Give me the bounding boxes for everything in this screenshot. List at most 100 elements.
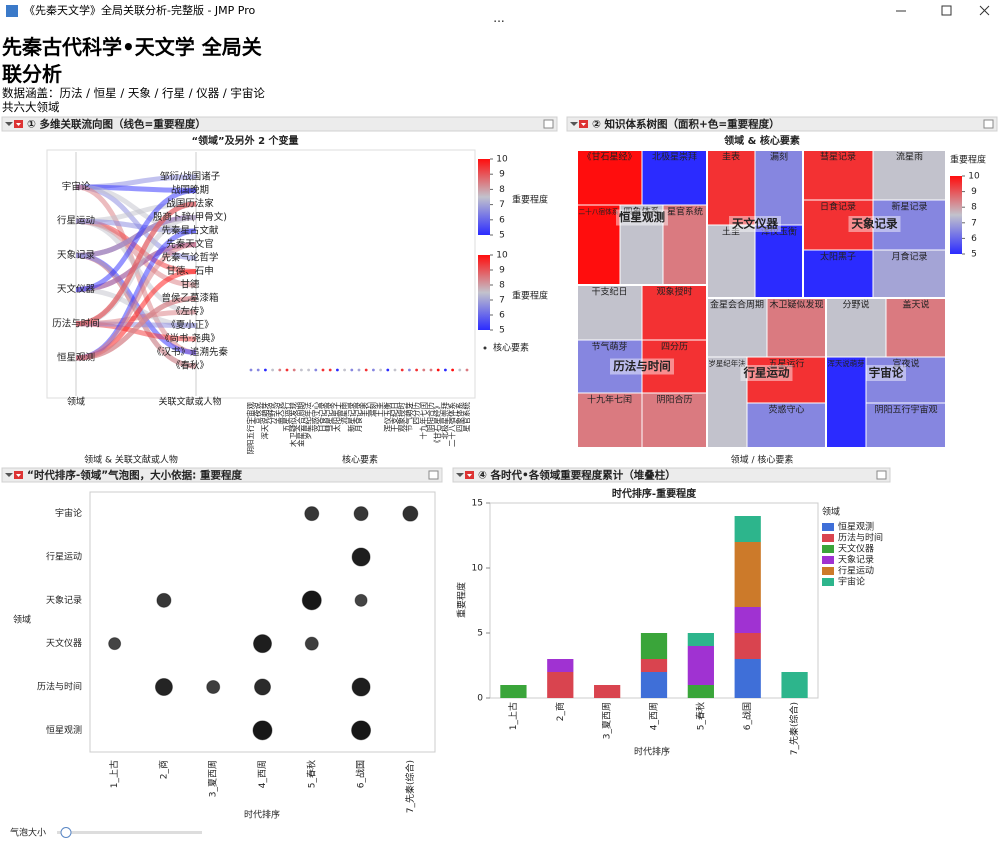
- bubble: [351, 547, 371, 567]
- cell-label: 圭表: [722, 151, 740, 163]
- x-tick-label: 3_夏西周: [208, 760, 219, 797]
- source-label: 《汉书》追溯先秦: [152, 346, 229, 358]
- slider-thumb[interactable]: [60, 827, 72, 838]
- element-dot: [292, 368, 296, 372]
- color-tick-label: 5: [499, 231, 505, 241]
- domain-label: 天象记录: [57, 249, 96, 261]
- element-label: 五星运行: [281, 402, 291, 432]
- element-dot: [307, 368, 310, 372]
- bar-segment: [640, 672, 668, 698]
- element-label: 四象体系: [454, 402, 464, 432]
- panel-header: [566, 116, 998, 132]
- element-label: 流星雨: [339, 402, 349, 425]
- color-tick-label: 10: [496, 155, 508, 165]
- cell-label: 《甘石星经》: [582, 151, 636, 163]
- color-tick-label: 10: [496, 251, 508, 261]
- menu-arrow: [467, 474, 472, 477]
- tree-cell: [576, 204, 621, 286]
- element-label: 二十八宿体系: [447, 402, 457, 447]
- bubble: [402, 505, 419, 522]
- cell-label: 分野说: [842, 299, 869, 311]
- x-tick-label: 2_商: [157, 760, 169, 779]
- maximize-button[interactable]: [941, 5, 952, 16]
- element-label: 观象授时: [396, 402, 406, 432]
- tree-cell: [706, 149, 756, 226]
- tree-cell: [825, 297, 887, 358]
- element-dot: [249, 368, 253, 372]
- close-button[interactable]: [979, 5, 990, 16]
- tree-cell: [825, 356, 867, 449]
- color-tick-label: 7: [499, 200, 505, 210]
- x-tick-label: 5_春秋: [694, 702, 706, 730]
- cell-label: 盖天说: [902, 299, 929, 311]
- element-dot: [400, 368, 404, 372]
- y-tick-label: 恒星观测: [46, 724, 82, 736]
- element-dot: [415, 368, 418, 372]
- color-tick-label: 5: [499, 326, 505, 336]
- collapse-icon[interactable]: [570, 122, 578, 126]
- color-tick-label: 9: [971, 187, 977, 197]
- domain-label: 行星运动: [57, 215, 95, 227]
- panel-title: ① 多维关联流向图（线色=重要程度）: [27, 118, 206, 131]
- element-dot: [314, 368, 318, 372]
- collapse-icon[interactable]: [5, 473, 13, 477]
- panel-option[interactable]: [983, 119, 994, 129]
- window-title: 《先秦天文学》全局关联分析-完整版 - JMP Pro: [24, 4, 256, 17]
- cell-label: 浑天说萌芽: [828, 359, 865, 368]
- element-label: 盖天说: [274, 402, 284, 425]
- group-label: 天文仪器: [732, 217, 778, 231]
- x-tick-label: 5_春秋: [305, 760, 317, 788]
- element-label: 浑仪玉衡: [382, 402, 392, 432]
- report-subtitle: 数据涵盖：历法 / 恒星 / 天象 / 行星 / 仪器 / 宇宙论: [2, 86, 265, 100]
- element-label: 土圭: [375, 402, 385, 417]
- legend-swatch: [822, 567, 834, 575]
- element-dot: [264, 368, 267, 372]
- domain-label: 恒星观测: [57, 352, 95, 364]
- panel-header: [452, 467, 891, 483]
- bar-segment: [734, 542, 761, 607]
- more-dots[interactable]: ···: [493, 15, 504, 29]
- bubble: [304, 506, 320, 522]
- group-label-bg: [610, 358, 674, 375]
- color-tick-label: 6: [971, 234, 977, 244]
- y-tick-label: 宇宙论: [55, 507, 82, 519]
- panel-option[interactable]: [876, 470, 887, 480]
- source-label: 殷商卜辞(甲骨文): [153, 211, 227, 223]
- cell-label: 荧惑守心: [768, 404, 804, 416]
- color-tick-label: 6: [499, 311, 505, 321]
- element-dot: [336, 368, 339, 372]
- element-dot: [436, 368, 440, 372]
- panel-option[interactable]: [543, 119, 554, 129]
- axis-label: 领域: [67, 396, 85, 408]
- panel-header: [1, 467, 443, 483]
- collapse-icon[interactable]: [456, 473, 464, 477]
- element-label: 太阳黑子: [331, 402, 341, 432]
- element-label: 月食记录: [353, 402, 363, 432]
- element-dot: [393, 368, 397, 372]
- source-label: 先秦气论哲学: [161, 252, 218, 264]
- x-tick-label: 3_夏西周: [602, 702, 613, 739]
- collapse-icon[interactable]: [5, 122, 13, 126]
- color-tick-label: 7: [499, 296, 505, 306]
- cell-label: 土圭: [722, 226, 740, 238]
- bar-segment: [640, 633, 668, 659]
- bubble: [301, 590, 322, 611]
- tree-cell: [754, 149, 804, 226]
- flow-link: [75, 242, 197, 361]
- color-tick-label: 9: [499, 266, 505, 276]
- bubble: [351, 720, 372, 741]
- element-dot: [386, 368, 390, 372]
- tree-cell: [872, 249, 947, 299]
- slider-track[interactable]: [57, 831, 202, 834]
- element-label: 节气萌芽: [403, 402, 413, 432]
- cell-label: 金星会合周期: [710, 299, 764, 311]
- x-tick-label: 7_先秦(综合): [788, 702, 800, 755]
- bar-segment: [734, 516, 761, 542]
- y-tick-label: 天文仪器: [46, 637, 82, 649]
- tree-cell: [619, 204, 664, 286]
- panel-option[interactable]: [428, 470, 439, 480]
- element-dot: [350, 368, 354, 372]
- legend-label: 行星运动: [838, 565, 874, 577]
- y-axis-label: 重要程度: [456, 582, 468, 618]
- legend-swatch: [822, 578, 834, 586]
